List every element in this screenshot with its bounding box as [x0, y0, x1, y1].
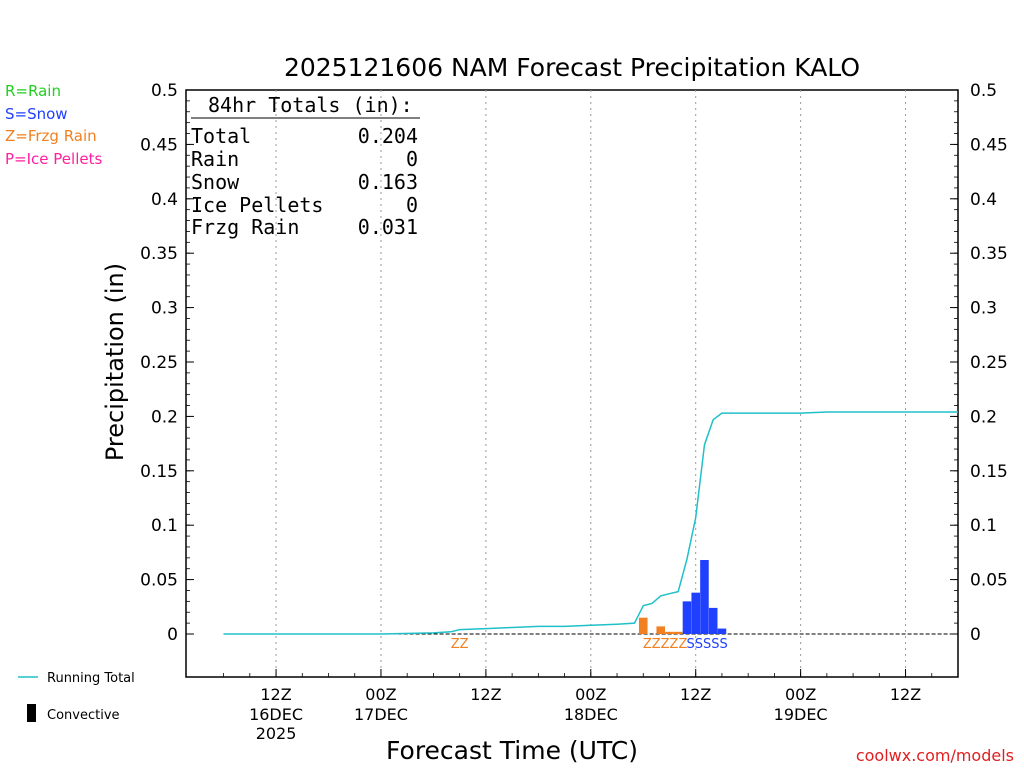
plot-frame	[185, 89, 959, 678]
y-tick-label-left: 0.45	[140, 135, 178, 155]
totals-value-rain: 0	[406, 147, 418, 171]
y-tick-label-right: 0.45	[970, 135, 1008, 155]
snow-bar	[682, 601, 692, 634]
x-tick-label: 00Z	[785, 685, 816, 704]
y-tick-label-right: 0.1	[970, 516, 997, 536]
totals-box: 84hr Totals (in): Total 0.204 Rain 0 Sno…	[191, 93, 420, 239]
x-tick-date: 17DEC	[354, 705, 408, 724]
x-tick-date: 19DEC	[774, 705, 828, 724]
y-tick-label-left: 0.1	[151, 516, 178, 536]
y-tick-label-left: 0.5	[151, 81, 178, 101]
y-tick-label-right: 0.3	[970, 299, 997, 319]
x-tick-year: 2025	[256, 724, 297, 743]
ptype-markers: ZZ ZZZZZ SSSSS	[451, 637, 728, 652]
totals-header: 84hr Totals (in):	[208, 93, 413, 117]
y-tick-label-right: 0.35	[970, 244, 1008, 264]
y-tick-label-right: 0	[970, 625, 981, 645]
y-tick-label-right: 0.5	[970, 81, 997, 101]
totals-value-frzg: 0.031	[358, 215, 418, 239]
y-tick-label-left: 0.2	[151, 407, 178, 427]
totals-value-total: 0.204	[358, 124, 418, 148]
totals-label-rain: Rain	[191, 147, 239, 171]
running-total-legend-label: Running Total	[47, 671, 135, 686]
y-tick-label-right: 0.25	[970, 353, 1008, 373]
ptype-marker-snow: SSSSS	[686, 637, 727, 652]
y-tick-label-left: 0.15	[140, 462, 178, 482]
x-tick-label: 12Z	[260, 685, 291, 704]
snow-bar	[700, 560, 709, 634]
x-tick-label: 12Z	[470, 685, 501, 704]
y-axis-label: Precipitation (in)	[101, 263, 129, 461]
running-total-line	[223, 411, 958, 635]
legend-rain: R=Rain	[5, 82, 61, 100]
legend-snow: S=Snow	[5, 105, 68, 123]
snow-bar	[708, 607, 718, 634]
x-tick-date: 18DEC	[564, 705, 618, 724]
precip-bars	[638, 560, 727, 634]
legend-ice: P=Ice Pellets	[5, 150, 102, 168]
totals-value-snow: 0.163	[358, 170, 418, 194]
y-tick-label-left: 0.05	[140, 571, 178, 591]
frzg-rain-bar	[673, 631, 683, 634]
x-tick-label: 00Z	[575, 685, 606, 704]
totals-value-ice: 0	[406, 193, 418, 217]
frzg-rain-bar	[656, 626, 666, 634]
y-tick-label-left: 0	[167, 625, 178, 645]
totals-label-snow: Snow	[191, 170, 240, 194]
totals-label-frzg: Frzg Rain	[191, 215, 299, 239]
frzg-rain-bar	[638, 617, 648, 634]
y-tick-label-right: 0.15	[970, 462, 1008, 482]
y-tick-label-left: 0.4	[151, 190, 178, 210]
y-tick-label-right: 0.05	[970, 571, 1008, 591]
x-axis-label: Forecast Time (UTC)	[386, 736, 638, 765]
vertical-grid	[275, 90, 907, 677]
legend-frzg: Z=Frzg Rain	[5, 127, 97, 145]
frzg-rain-bar	[665, 631, 674, 634]
convective-legend-label: Convective	[47, 708, 120, 723]
y-axis-ticks: 0 0 0.05 0.05 0.1 0.1 0.15 0.15 0.2 0.2 0.25 0.25 0.…	[140, 81, 1008, 645]
x-tick-date: 16DEC	[249, 705, 303, 724]
x-tick-label: 12Z	[680, 685, 711, 704]
snow-bar	[717, 628, 727, 634]
x-tick-label: 00Z	[365, 685, 396, 704]
y-tick-label-right: 0.4	[970, 190, 997, 210]
ptype-marker-frzg: ZZ	[451, 637, 469, 652]
y-tick-label-left: 0.3	[151, 299, 178, 319]
chart-title: 2025121606 NAM Forecast Precipitation KA…	[284, 53, 860, 82]
y-tick-label-left: 0.35	[140, 244, 178, 264]
totals-label-ice: Ice Pellets	[191, 193, 323, 217]
snow-bar	[691, 592, 700, 634]
watermark: coolwx.com/models	[856, 746, 1014, 765]
ptype-marker-frzg: ZZZZZ	[643, 637, 688, 652]
y-tick-label-right: 0.2	[970, 407, 997, 427]
convective-legend-swatch	[27, 704, 36, 722]
totals-label-total: Total	[191, 124, 251, 148]
x-tick-label: 12Z	[890, 685, 921, 704]
y-tick-label-left: 0.25	[140, 353, 178, 373]
